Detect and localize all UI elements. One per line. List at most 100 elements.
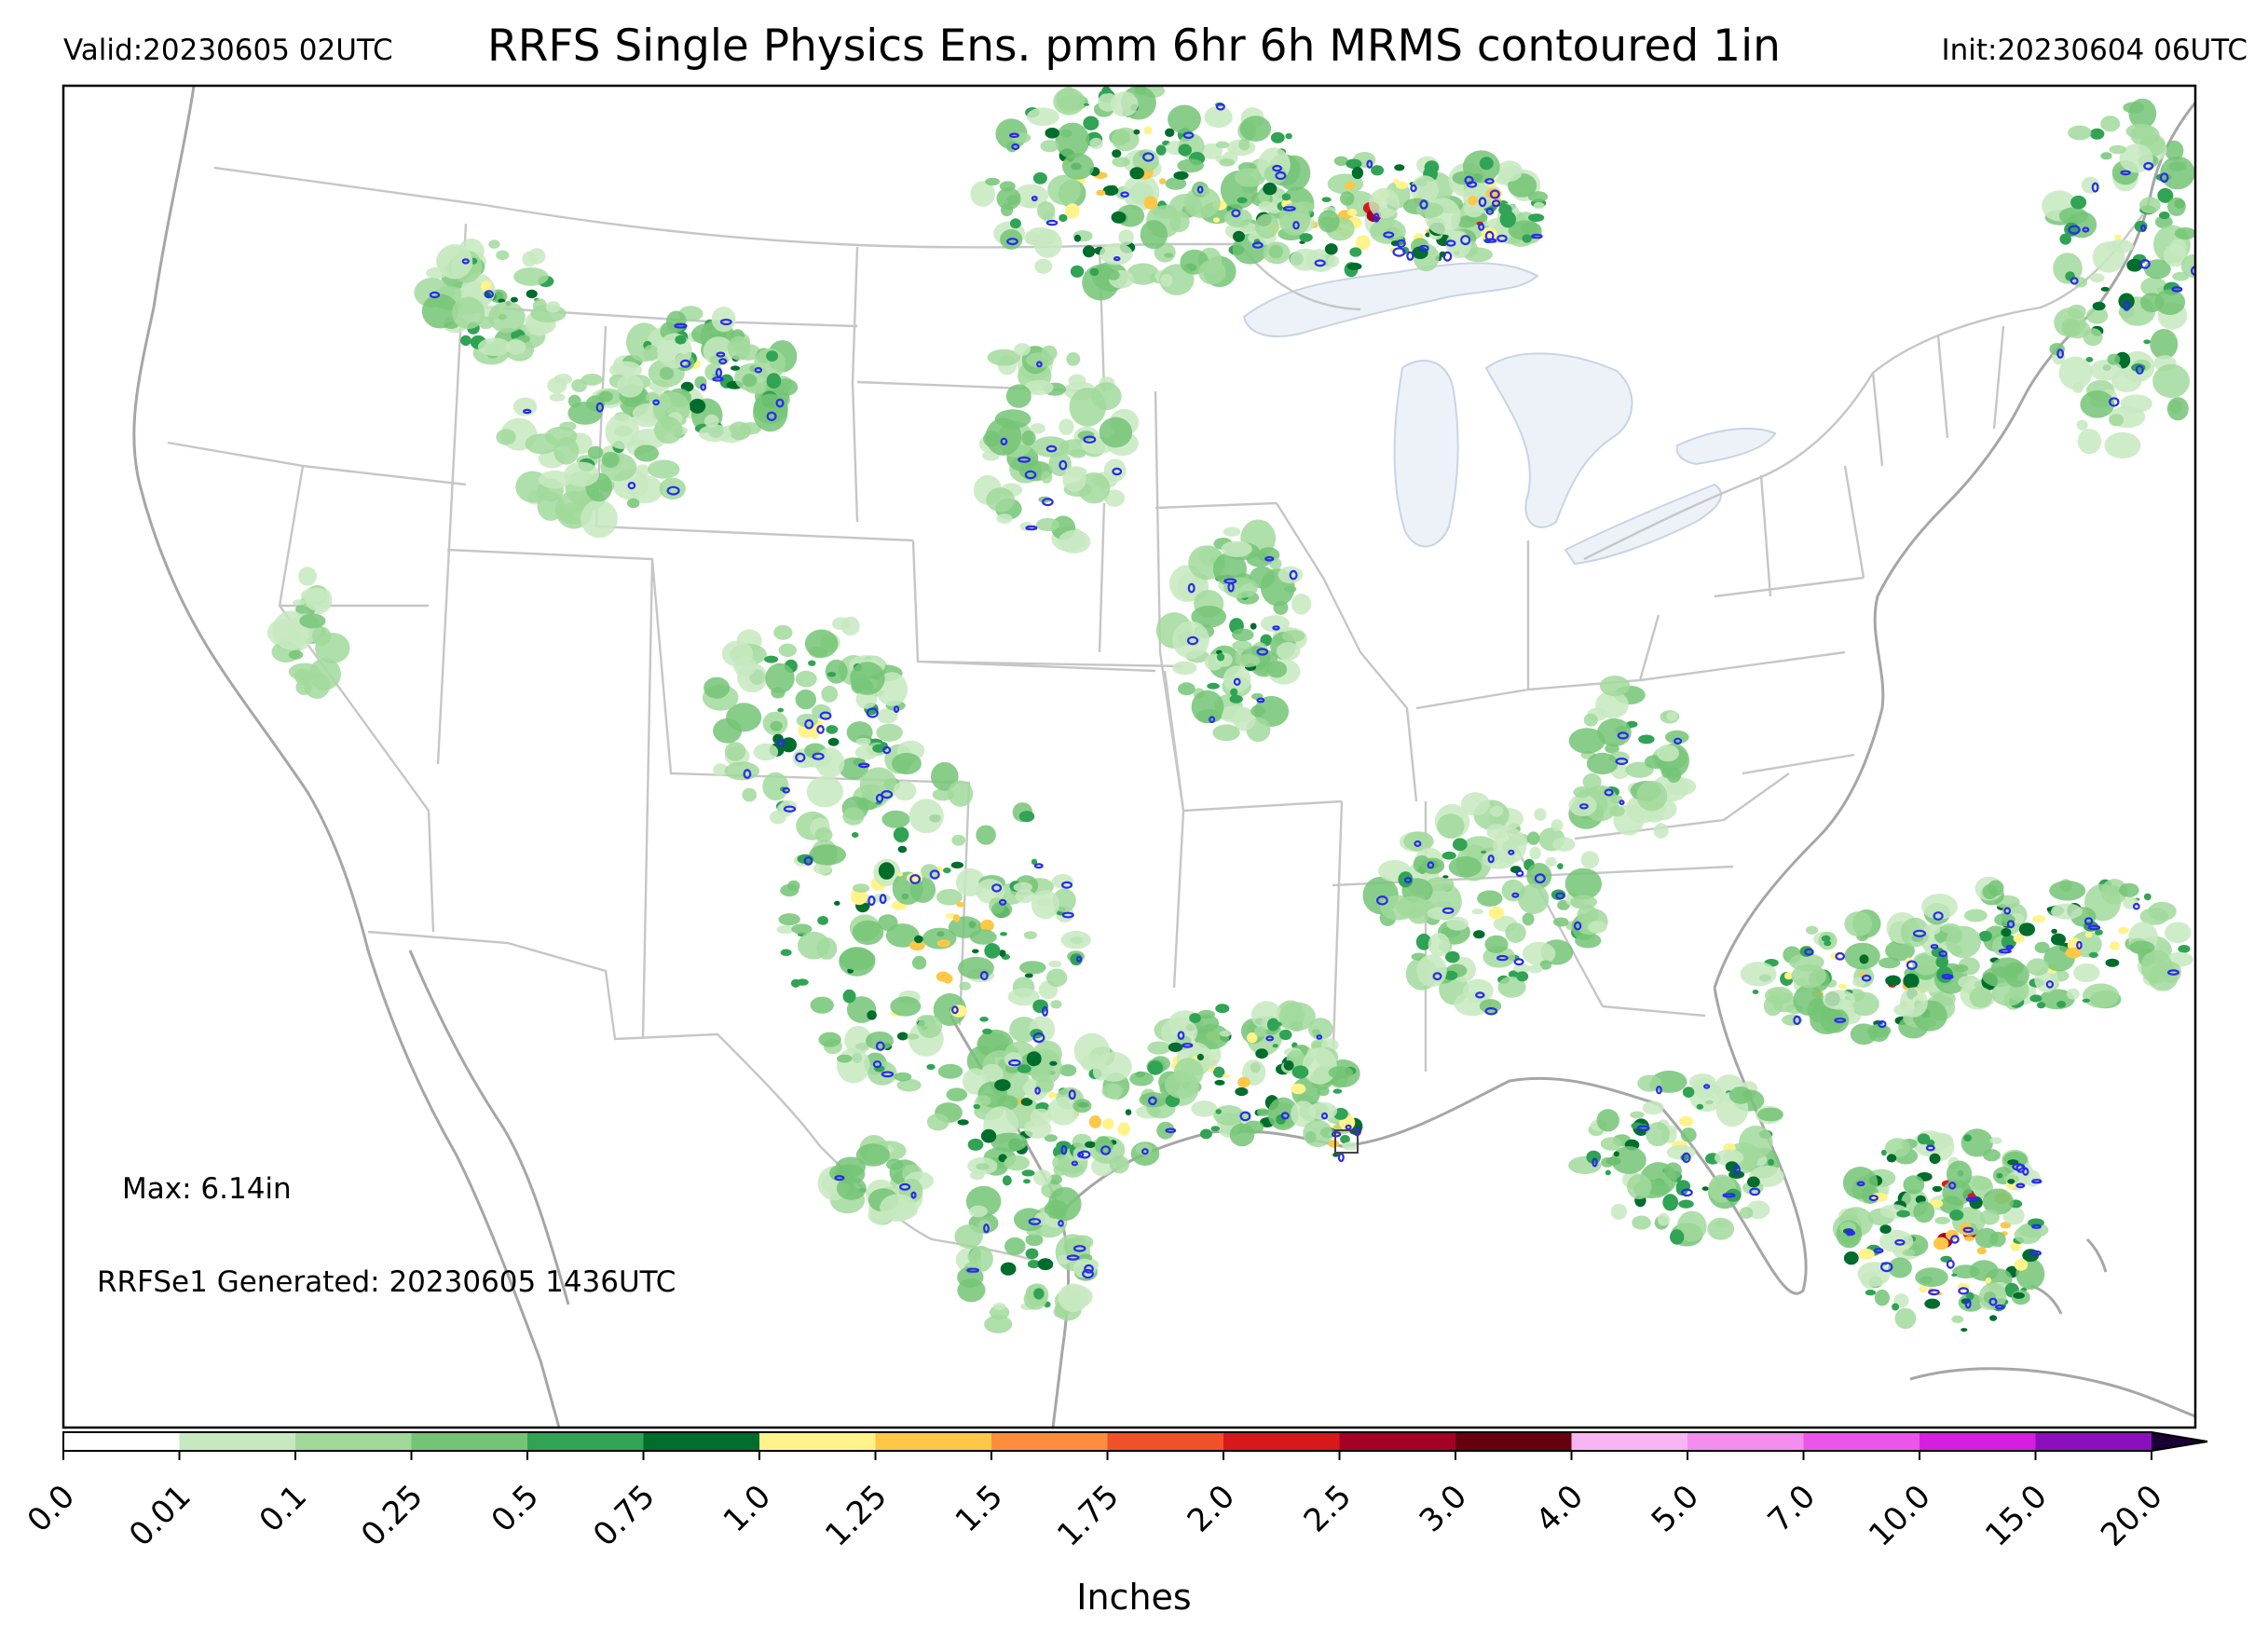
precip-cell: [1342, 1141, 1358, 1151]
precip-cell: [1340, 191, 1355, 206]
precip-cell: [943, 868, 951, 874]
colorbar-segment: [527, 1432, 644, 1451]
precip-cell: [1793, 984, 1824, 1016]
mrms-contour: [2171, 286, 2183, 293]
mrms-contour: [1142, 152, 1154, 162]
mrms-contour: [782, 786, 790, 794]
precip-cell: [510, 296, 518, 303]
mrms-contour: [2132, 902, 2140, 910]
precip-cell: [1415, 933, 1432, 950]
mrms-contour: [1209, 716, 1216, 724]
precip-cell: [866, 1031, 894, 1050]
precip-cell: [1024, 973, 1033, 978]
precip-cell: [2154, 215, 2173, 229]
mrms-contour: [2029, 1250, 2043, 1257]
precip-cell: [1964, 909, 1988, 922]
precip-cell: [1069, 388, 1107, 427]
precip-cell: [1291, 1083, 1306, 1095]
mrms-contour: [2070, 277, 2079, 285]
precip-cell: [581, 499, 618, 539]
precip-cell: [765, 663, 795, 694]
precip-cell: [1088, 1114, 1101, 1128]
precip-cell: [1045, 968, 1068, 988]
precip-cell: [1583, 713, 1598, 727]
precip-cell: [2065, 271, 2075, 281]
precip-cell: [1048, 1174, 1062, 1185]
precip-cell: [837, 1054, 853, 1063]
precip-cell: [855, 1143, 891, 1167]
precip-cell: [976, 1095, 991, 1107]
precip-cell: [1586, 752, 1619, 775]
precip-cell: [842, 989, 856, 1004]
precip-cell: [894, 1072, 912, 1082]
precip-cell: [950, 1004, 967, 1018]
mrms-contour: [1555, 892, 1565, 900]
mrms-contour: [1100, 1145, 1112, 1155]
precip-cell: [826, 725, 839, 734]
mrms-contour: [718, 358, 728, 365]
precip-cell: [1990, 957, 2024, 978]
mrms-contour: [819, 711, 832, 720]
precip-cell: [795, 689, 816, 710]
mrms-contour: [1231, 209, 1241, 218]
precip-cell: [1344, 182, 1357, 190]
precip-cell: [770, 720, 783, 731]
precip-cell: [950, 861, 963, 869]
precip-cell: [1670, 1229, 1685, 1245]
mrms-contour: [627, 481, 636, 490]
precip-cell: [1445, 231, 1471, 258]
precip-cell: [298, 567, 317, 586]
precip-cell: [1009, 218, 1021, 229]
mrms-contour: [1485, 207, 1495, 215]
precip-cell: [1007, 988, 1040, 1006]
mrms-contour: [2143, 161, 2154, 171]
precip-cell: [1196, 1053, 1204, 1061]
mrms-contour: [1256, 648, 1269, 656]
mrms-contour: [1392, 247, 1406, 257]
precip-cell: [957, 1119, 969, 1126]
mrms-contour: [1793, 1015, 1801, 1026]
precip-cell: [1961, 1328, 1968, 1332]
precip-cell: [872, 744, 886, 753]
precip-cell: [1073, 234, 1082, 242]
precip-cell: [1102, 185, 1119, 196]
precip-cell: [1896, 1210, 1910, 1218]
precip-cell: [1886, 1154, 1897, 1163]
mrms-contour: [1534, 873, 1546, 884]
precip-cell: [477, 337, 512, 357]
mrms-contour: [1078, 1150, 1091, 1159]
precip-cell: [1518, 883, 1550, 914]
precip-cell: [2095, 929, 2103, 936]
colorbar-segment: [875, 1432, 992, 1451]
precip-cell: [1989, 1137, 2002, 1144]
precip-cell: [897, 845, 908, 854]
precip-cell: [2129, 940, 2155, 954]
precip-cell: [1060, 931, 1091, 950]
mrms-contour: [1491, 199, 1501, 208]
mrms-contour: [1949, 1235, 1960, 1244]
precip-cell: [1874, 1289, 1890, 1306]
mrms-contour: [1196, 185, 1204, 194]
precip-cell: [1479, 999, 1502, 1014]
precip-cell: [1111, 211, 1127, 224]
mrms-contour: [1275, 171, 1287, 181]
precip-cell: [648, 459, 680, 479]
precip-cell: [1173, 171, 1189, 180]
precip-cell: [1037, 1258, 1054, 1271]
precip-cell: [1463, 978, 1494, 1004]
precip-cell: [2018, 922, 2035, 936]
mrms-contour: [1655, 1086, 1662, 1095]
precip-cell: [2029, 994, 2043, 1003]
precip-cell: [2109, 144, 2126, 155]
precip-cell: [2085, 357, 2094, 362]
mrms-contour: [1058, 1220, 1064, 1227]
precip-cell: [2104, 431, 2141, 459]
precip-cell: [1177, 158, 1204, 173]
precip-cell: [1073, 1032, 1111, 1070]
precip-cell: [1505, 922, 1526, 943]
precip-cell: [1575, 933, 1602, 949]
precip-cell: [1600, 1137, 1622, 1151]
precip-cell: [1056, 87, 1080, 113]
precip-cell: [1935, 1133, 1954, 1148]
precip-cell: [1276, 1114, 1286, 1125]
